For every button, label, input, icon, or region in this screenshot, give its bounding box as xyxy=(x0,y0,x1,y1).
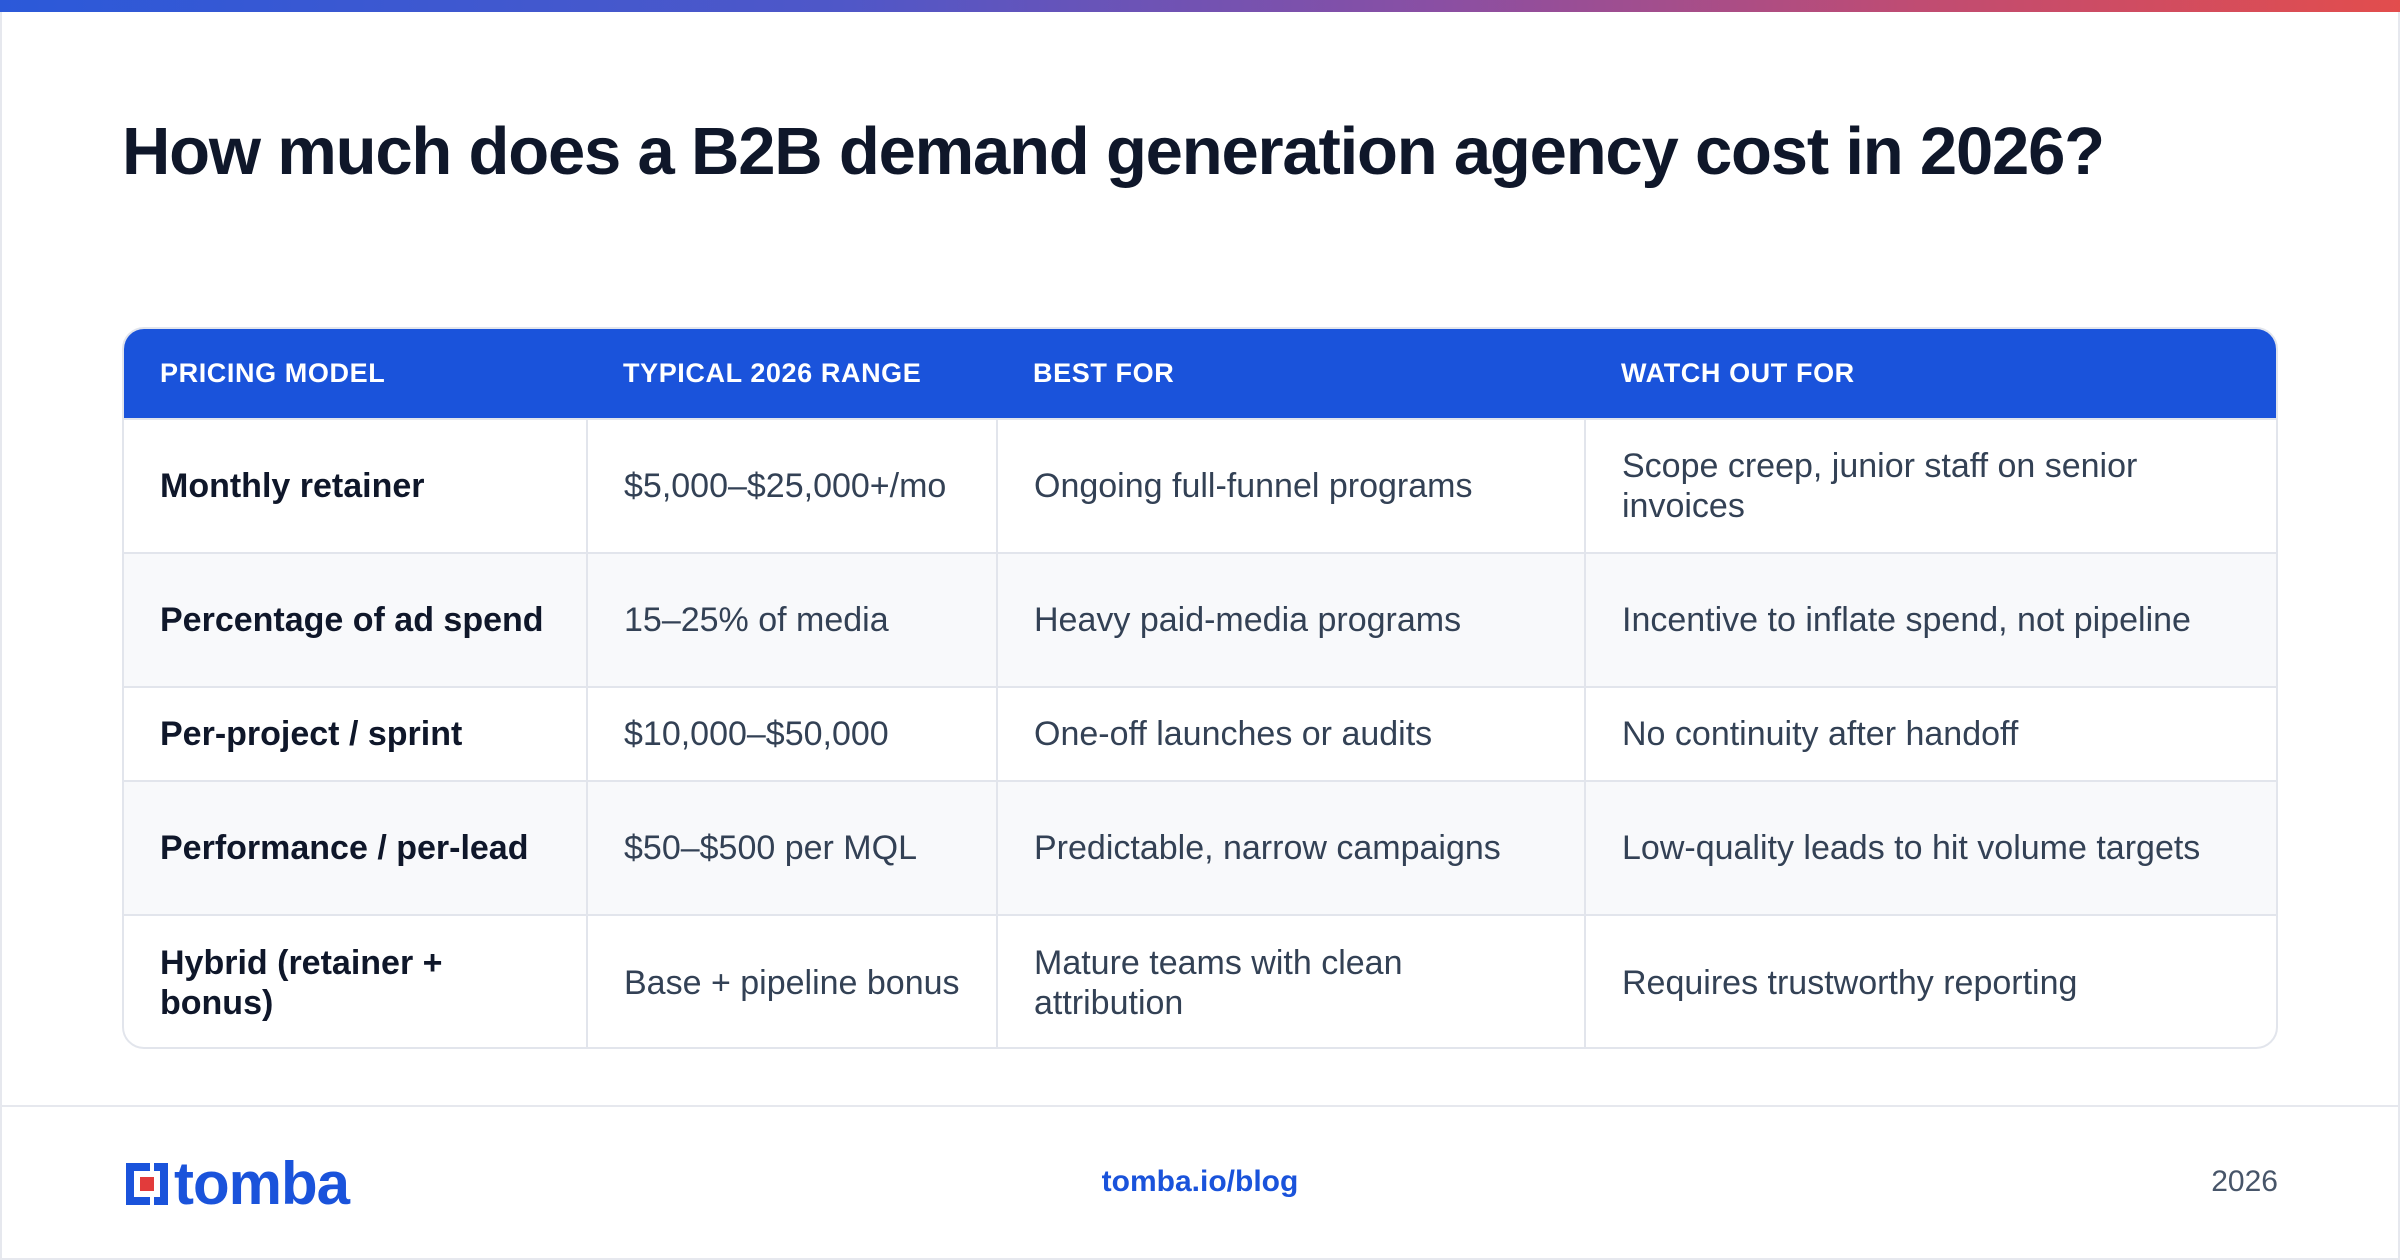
cell-typical-range: $10,000–$50,000 xyxy=(586,687,997,781)
table-row: Per-project / sprint $10,000–$50,000 One… xyxy=(124,687,2276,781)
cell-watch-out-for: Low-quality leads to hit volume targets xyxy=(1584,781,2276,915)
cell-typical-range: $50–$500 per MQL xyxy=(586,781,997,915)
table-row: Percentage of ad spend 15–25% of media H… xyxy=(124,553,2276,687)
table-row: Performance / per-lead $50–$500 per MQL … xyxy=(124,781,2276,915)
cell-pricing-model: Performance / per-lead xyxy=(160,829,529,867)
cell-best-for: One-off launches or audits xyxy=(996,687,1585,781)
cell-pricing-model: Percentage of ad spend xyxy=(160,601,544,639)
header-watch-out-for: WATCH OUT FOR xyxy=(1621,358,1855,388)
footer-year: 2026 xyxy=(2211,1165,2278,1198)
pricing-table-container: PRICING MODEL TYPICAL 2026 RANGE BEST FO… xyxy=(122,327,2278,1049)
cell-best-for: Ongoing full-funnel programs xyxy=(996,419,1585,553)
cell-watch-out-for: Requires trustworthy reporting xyxy=(1584,915,2276,1047)
logo-wordmark: tomba xyxy=(174,1150,350,1217)
table-header-row: PRICING MODEL TYPICAL 2026 RANGE BEST FO… xyxy=(124,329,2276,419)
cell-best-for: Heavy paid-media programs xyxy=(996,553,1585,687)
tomba-logo-icon xyxy=(126,1163,168,1205)
cell-pricing-model: Monthly retainer xyxy=(160,467,425,505)
cell-watch-out-for: No continuity after handoff xyxy=(1584,687,2276,781)
table-row: Hybrid (retainer + bonus) Base + pipelin… xyxy=(124,915,2276,1047)
tomba-logo[interactable]: tomba xyxy=(122,1150,350,1217)
cell-pricing-model: Per-project / sprint xyxy=(160,715,463,753)
cell-watch-out-for: Scope creep, junior staff on senior invo… xyxy=(1584,419,2276,553)
gradient-top-bar xyxy=(0,0,2400,12)
footer-divider xyxy=(0,1105,2400,1107)
header-best-for: BEST FOR xyxy=(1033,358,1175,388)
cell-best-for: Mature teams with clean attribution xyxy=(996,915,1585,1047)
table-row: Monthly retainer $5,000–$25,000+/mo Ongo… xyxy=(124,419,2276,553)
header-pricing-model: PRICING MODEL xyxy=(160,358,386,388)
cell-best-for: Predictable, narrow campaigns xyxy=(996,781,1585,915)
cell-typical-range: $5,000–$25,000+/mo xyxy=(586,419,997,553)
pricing-table: PRICING MODEL TYPICAL 2026 RANGE BEST FO… xyxy=(124,329,2276,1047)
blog-link[interactable]: tomba.io/blog xyxy=(1101,1165,1299,1198)
cell-pricing-model: Hybrid (retainer + bonus) xyxy=(160,943,443,1022)
cell-typical-range: 15–25% of media xyxy=(586,553,997,687)
header-typical-range: TYPICAL 2026 RANGE xyxy=(623,358,922,388)
cell-typical-range: Base + pipeline bonus xyxy=(586,915,997,1047)
page-title: How much does a B2B demand generation ag… xyxy=(122,114,2105,189)
cell-watch-out-for: Incentive to inflate spend, not pipeline xyxy=(1584,553,2276,687)
